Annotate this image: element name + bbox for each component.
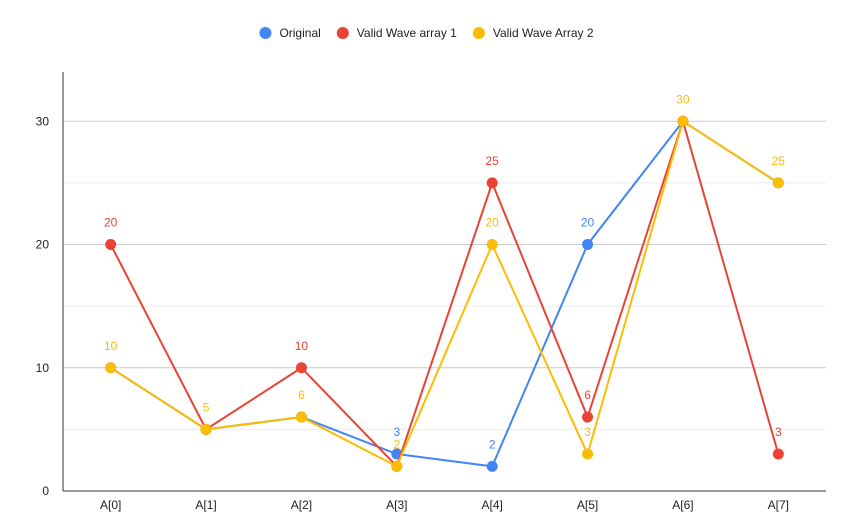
legend-label: Original (279, 26, 320, 40)
legend-label: Valid Wave Array 2 (493, 26, 594, 40)
series-1 (105, 115, 784, 472)
legend-label: Valid Wave array 1 (357, 26, 457, 40)
data-label: 20 (486, 216, 500, 230)
series-2 (105, 115, 784, 472)
data-label: 3 (775, 425, 782, 439)
series-line (110, 120, 779, 468)
legend-item-2: Valid Wave array 1 (336, 26, 457, 40)
x-tick-label: A[4] (482, 498, 503, 512)
data-point (582, 239, 594, 251)
data-label: 3 (584, 425, 591, 439)
x-tick-label: A[1] (195, 498, 216, 512)
legend-marker (472, 27, 485, 39)
series-group (105, 115, 784, 472)
data-point (486, 239, 498, 251)
data-label: 3 (393, 425, 400, 439)
data-point (105, 239, 117, 251)
x-tick-label: A[6] (672, 498, 693, 512)
data-point (200, 423, 212, 435)
series-line (110, 120, 779, 468)
data-label: 6 (584, 388, 591, 402)
data-point (105, 362, 117, 374)
data-label: 2 (489, 437, 496, 451)
data-label: 2 (393, 437, 400, 451)
data-label: 10 (104, 339, 118, 353)
x-tick-label: A[2] (291, 498, 312, 512)
legend-marker (336, 27, 349, 39)
data-label: 30 (676, 92, 690, 106)
x-tick-label: A[7] (768, 498, 789, 512)
x-tick-labels: A[0] A[1] A[2] A[3] A[4] A[5] A[6] A[7] (100, 498, 789, 512)
series-3 (105, 115, 784, 472)
data-label: 6 (298, 388, 305, 402)
data-point (677, 115, 689, 127)
data-point (772, 177, 784, 189)
legend-item-3: Valid Wave Array 2 (472, 26, 594, 40)
data-point (582, 411, 594, 423)
data-label: 20 (581, 216, 595, 230)
data-point (582, 448, 594, 460)
x-tick-label: A[5] (577, 498, 598, 512)
data-point (486, 460, 498, 472)
data-label: 25 (772, 154, 786, 168)
data-label: 5 (203, 400, 210, 414)
y-tick-label: 0 (42, 484, 49, 498)
y-tick-labels: 0 10 20 30 (36, 114, 50, 498)
y-tick-label: 30 (36, 114, 50, 128)
series-line (109, 120, 780, 468)
x-tick-label: A[0] (100, 498, 121, 512)
data-label: 20 (104, 216, 118, 230)
data-point (295, 362, 307, 374)
data-point (295, 411, 307, 423)
legend-item-1: Original (259, 26, 321, 40)
y-tick-label: 20 (36, 238, 50, 252)
axes (62, 72, 826, 492)
data-label: 10 (295, 339, 309, 353)
legend-marker (259, 27, 272, 39)
gridlines (63, 120, 826, 430)
x-tick-label: A[3] (386, 498, 407, 512)
data-point (772, 448, 784, 460)
data-label: 25 (486, 154, 500, 168)
y-tick-label: 10 (36, 361, 50, 375)
chart-legend: Original Valid Wave array 1 Valid Wave Arr… (259, 26, 594, 40)
data-point (391, 460, 403, 472)
data-point (486, 177, 498, 189)
